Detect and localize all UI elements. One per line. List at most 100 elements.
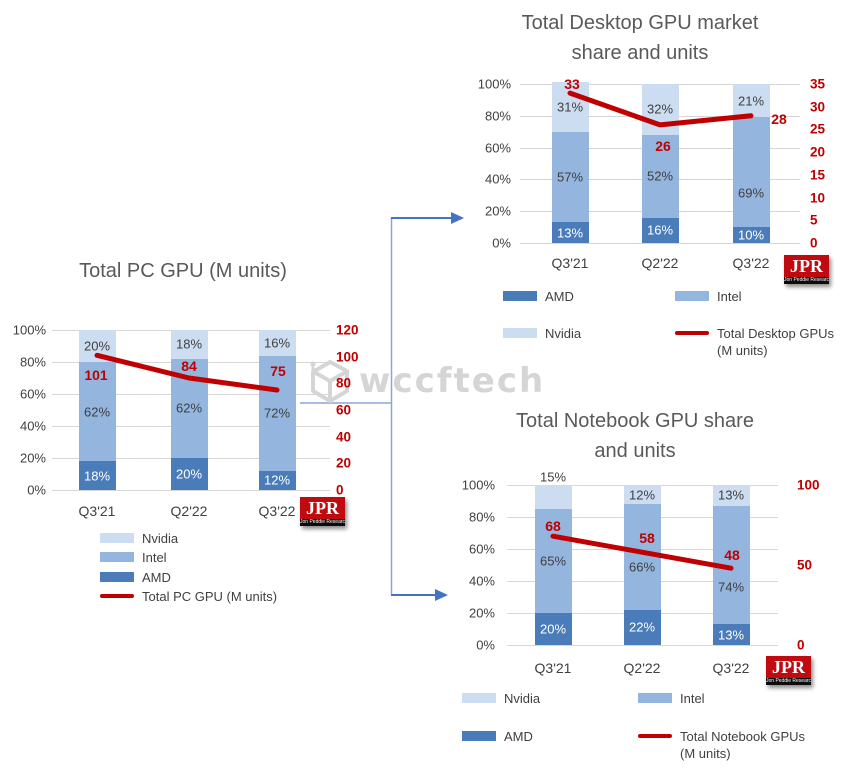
line-value-label: 48 [724,547,740,564]
bar-segment-amd [623,609,661,645]
y-axis-tick: 80% [19,354,46,370]
legend-item-nvidia: Nvidia [100,530,178,547]
bar-value-label: 13% [556,225,584,241]
jpr-logo-subtext: Jon Peddie Research [784,277,829,284]
legend-item-nvidia: Nvidia [462,690,540,707]
bar-segment-intel [732,117,770,228]
y-axis-tick: 40% [484,171,511,187]
secondary-axis-tick: 5 [810,212,818,228]
y-axis-tick: 20% [484,203,511,219]
bar-segment-amd [78,461,116,490]
bar-segment-amd [258,470,296,490]
legend-item-total: Total Notebook GPUs (M units) [638,728,805,762]
y-axis-tick: 60% [19,386,46,402]
x-axis-label: Q2'22 [641,255,679,271]
x-axis-label: Q3'21 [78,503,116,519]
x-axis-label: Q2'22 [623,660,661,676]
line-value-label: 58 [639,530,655,547]
legend-label: AMD [142,569,171,585]
gridline [507,645,778,646]
chart-title: Total PC GPU (M units) [79,260,287,282]
bar-value-label: 13% [717,627,745,643]
secondary-axis-tick: 20 [336,455,352,471]
jpr-logo-text: JPR [306,498,339,518]
secondary-axis-tick: 120 [336,322,359,338]
y-axis-tick: 100% [461,477,495,493]
bar-value-label: 16% [263,335,291,351]
y-axis-tick: 40% [19,418,46,434]
bar-value-label: 62% [83,404,111,420]
bar-segment-nvidia [534,485,572,509]
bar-value-label: 66% [628,559,656,575]
secondary-axis-tick: 0 [797,637,805,653]
x-axis-label: Q3'22 [732,255,770,271]
y-axis-tick: 0% [492,235,511,251]
y-axis-tick: 100% [12,322,46,338]
wccftech-watermark: wccftech [308,358,545,404]
y-axis-tick: 20% [19,450,46,466]
watermark-text: wccftech [359,361,546,401]
secondary-axis-tick: 15 [810,167,826,183]
y-axis-tick: 60% [468,541,495,557]
bar-value-label: 57% [556,169,584,185]
bar-segment-nvidia [258,330,296,356]
y-axis-tick: 60% [484,140,511,156]
legend-color-swatch [100,552,134,563]
bar-value-label: 10% [737,227,765,243]
x-axis-label: Q3'21 [551,255,589,271]
bar-segment-intel [641,134,679,218]
y-axis-tick: 80% [468,509,495,525]
legend-item-nvidia: Nvidia [503,325,581,342]
legend-color-swatch [503,291,537,301]
bar-value-label: 15% [539,469,567,485]
bar-segment-intel [623,504,661,610]
y-axis-tick: 40% [468,573,495,589]
legend-item-amd: AMD [462,728,533,745]
y-axis-tick: 100% [477,76,511,92]
line-value-label: 33 [564,76,580,93]
chart-title: share and units [571,42,709,64]
secondary-axis-tick: 0 [810,235,818,251]
bar-value-label: 65% [539,553,567,569]
legend-label: Nvidia [545,326,582,341]
gridline [52,490,330,491]
bar-segment-nvidia [623,485,661,505]
secondary-axis-tick: 80 [336,375,352,391]
bar-value-label: 18% [175,336,203,352]
chart-total-pc-gpu: Total PC GPU (M units) 100% 80% 60% 40% 20% 0%… [0,248,430,620]
bar-value-label: 31% [556,99,584,115]
legend-line-swatch [638,734,672,738]
y-axis-tick: 20% [468,605,495,621]
secondary-axis-tick: 40 [336,429,352,445]
legend-label: Intel [717,289,742,304]
legend-label: Nvidia [504,691,541,706]
legend-color-swatch [675,291,709,301]
jpr-logo: JPR Jon Peddie Research [784,255,829,284]
jpr-logo-text: JPR [772,657,805,677]
line-value-label: 84 [181,358,197,374]
bar-segment-intel [551,131,589,223]
secondary-axis-tick: 100 [797,477,820,493]
y-axis-tick: 0% [27,482,46,498]
x-axis-label: Q3'21 [534,660,572,676]
bar-value-label: 52% [646,168,674,184]
line-value-label: 75 [270,363,286,379]
legend-item-intel: Intel [638,690,705,707]
bar-segment-amd [170,458,208,490]
gridline [520,243,800,244]
legend-label: Total Notebook GPUs (M units) [680,729,806,761]
secondary-axis-tick: 10 [810,190,826,206]
secondary-axis-tick: 100 [336,349,359,365]
line-value-label: 28 [771,110,787,127]
secondary-axis-tick: 25 [810,121,826,137]
legend-color-swatch [503,328,537,338]
line-value-label: 26 [655,137,671,154]
jpr-logo-text: JPR [790,256,823,276]
legend-item-amd: AMD [503,288,574,305]
legend-label: Total Desktop GPUs (M units) [717,326,835,358]
y-axis-tick: 0% [476,637,495,653]
legend-item-total: Total Desktop GPUs (M units) [675,325,834,359]
bar-value-label: 22% [628,619,656,635]
bar-value-label: 74% [717,579,745,595]
